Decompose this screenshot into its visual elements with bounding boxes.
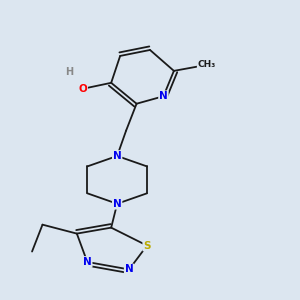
Text: N: N [159, 91, 168, 101]
Text: CH₃: CH₃ [198, 60, 216, 69]
Text: O: O [78, 84, 87, 94]
Text: N: N [113, 199, 122, 209]
Text: N: N [113, 151, 122, 161]
Text: N: N [125, 264, 134, 274]
Text: S: S [143, 241, 151, 250]
Text: H: H [65, 68, 74, 77]
Text: N: N [83, 257, 92, 267]
